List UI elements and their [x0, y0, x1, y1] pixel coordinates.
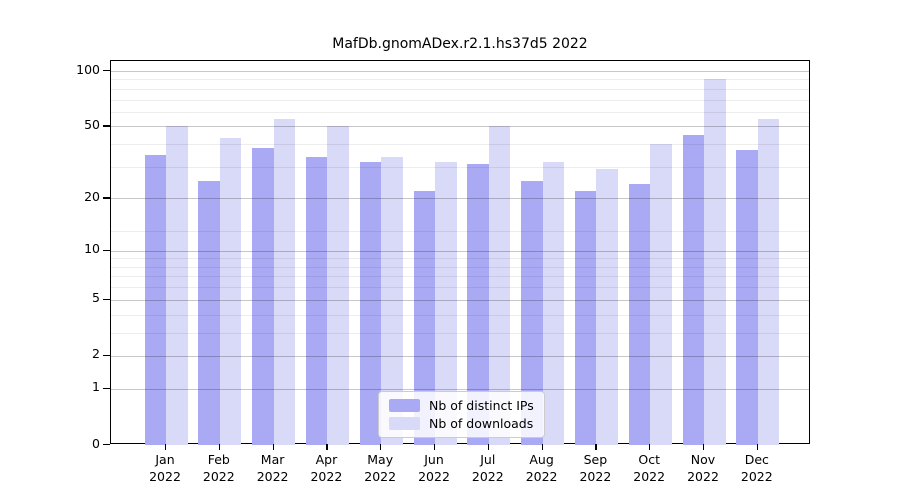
x-tick-mark-dec: [756, 444, 759, 450]
bar-downloads-aug: [542, 161, 565, 445]
x-tick-mark-aug: [541, 444, 543, 450]
gridline-40: [111, 144, 809, 146]
bar-downloads-sep: [596, 169, 618, 445]
bar-downloads-jun: [435, 161, 457, 445]
x-tick-label-jun: Jun 2022: [418, 452, 450, 484]
x-tick-mark-oct: [649, 444, 651, 450]
legend-swatch-downloads: [389, 417, 420, 430]
bar-downloads-feb: [219, 138, 242, 445]
gridline-60: [111, 111, 809, 113]
y-tick-label-1: 1: [92, 379, 100, 395]
y-tick-label-5: 5: [92, 290, 100, 306]
gridline-10: [111, 250, 809, 252]
legend-item-distinct-ips: Nb of distinct IPs: [389, 398, 534, 413]
legend-item-downloads: Nb of downloads: [389, 416, 534, 431]
gridline-13: [111, 231, 809, 233]
bar-distinct-ips-mar: [252, 148, 274, 445]
x-tick-mark-nov: [703, 444, 705, 450]
gridline-90: [111, 79, 809, 81]
bar-downloads-jul: [488, 126, 511, 445]
bar-distinct-ips-nov: [682, 134, 704, 445]
gridline-7: [111, 276, 809, 278]
gridline-20: [111, 198, 809, 200]
bar-distinct-ips-feb: [198, 180, 220, 445]
gridline-8: [111, 266, 809, 268]
y-tick-label-0: 0: [92, 435, 100, 451]
y-tick-mark-2: [103, 354, 110, 357]
x-tick-label-feb: Feb 2022: [202, 452, 235, 484]
bar-downloads-mar: [273, 118, 296, 445]
bar-distinct-ips-aug: [521, 180, 543, 445]
gridline-9: [111, 258, 809, 260]
y-tick-label-20: 20: [84, 188, 100, 204]
bar-distinct-ips-jul: [467, 164, 489, 445]
x-tick-mark-jul: [487, 444, 490, 450]
y-tick-mark-50: [103, 125, 110, 127]
x-tick-label-aug: Aug 2022: [525, 452, 558, 484]
y-tick-mark-0: [103, 444, 110, 446]
x-tick-label-apr: Apr 2022: [310, 452, 343, 484]
bar-downloads-dec: [757, 118, 780, 445]
x-tick-mark-may: [380, 444, 382, 450]
legend: Nb of distinct IPs Nb of downloads: [378, 391, 545, 438]
bar-distinct-ips-dec: [736, 150, 758, 445]
y-tick-label-100: 100: [76, 61, 100, 77]
x-tick-label-oct: Oct 2022: [633, 452, 666, 484]
x-tick-mark-sep: [595, 444, 597, 450]
bar-distinct-ips-may: [359, 161, 382, 445]
x-tick-mark-jun: [434, 444, 436, 450]
bar-distinct-ips-jan: [144, 154, 166, 445]
bar-downloads-nov: [704, 79, 726, 445]
gridline-30: [111, 166, 809, 168]
x-tick-label-jan: Jan 2022: [149, 452, 181, 484]
x-tick-label-sep: Sep 2022: [579, 452, 612, 484]
legend-swatch-distinct-ips: [389, 399, 420, 412]
y-tick-mark-5: [103, 298, 110, 301]
bar-downloads-apr: [327, 126, 349, 445]
y-tick-label-50: 50: [84, 116, 100, 132]
y-tick-mark-20: [103, 197, 110, 199]
gridline-3: [111, 332, 809, 334]
x-tick-mark-feb: [218, 444, 221, 450]
y-tick-mark-1: [103, 387, 110, 390]
gridline-50: [111, 126, 809, 128]
legend-label-downloads: Nb of downloads: [429, 416, 534, 431]
gridline-70: [111, 99, 809, 101]
x-tick-label-dec: Dec 2022: [740, 452, 773, 484]
y-tick-label-10: 10: [84, 241, 100, 257]
gridline-6: [111, 287, 809, 289]
legend-label-distinct-ips: Nb of distinct IPs: [429, 398, 534, 413]
bar-distinct-ips-oct: [628, 184, 651, 445]
x-tick-mark-jan: [165, 444, 167, 450]
bar-distinct-ips-apr: [305, 156, 328, 445]
x-tick-label-jul: Jul 2022: [471, 452, 504, 484]
x-tick-label-nov: Nov 2022: [687, 452, 719, 484]
gridline-100: [111, 71, 809, 72]
gridline-80: [111, 88, 809, 90]
gridline-2: [111, 355, 809, 357]
bar-downloads-may: [381, 156, 403, 445]
bar-downloads-oct: [650, 144, 672, 445]
gridline-5: [111, 299, 809, 301]
bar-distinct-ips-jun: [413, 190, 435, 445]
chart-title: MafDb.gnomADex.r2.1.hs37d5 2022: [332, 36, 588, 52]
y-tick-mark-100: [103, 70, 110, 72]
y-tick-label-2: 2: [92, 346, 100, 362]
plot-area: [110, 60, 810, 445]
bar-distinct-ips-sep: [574, 190, 597, 445]
x-tick-label-may: May 2022: [364, 452, 397, 484]
gridline-4: [111, 314, 809, 316]
y-tick-mark-10: [103, 249, 110, 251]
bar-downloads-jan: [166, 126, 188, 445]
x-tick-label-mar: Mar 2022: [256, 452, 289, 484]
x-tick-mark-mar: [272, 444, 274, 450]
gridline-1: [111, 388, 809, 390]
x-tick-mark-apr: [326, 444, 328, 450]
